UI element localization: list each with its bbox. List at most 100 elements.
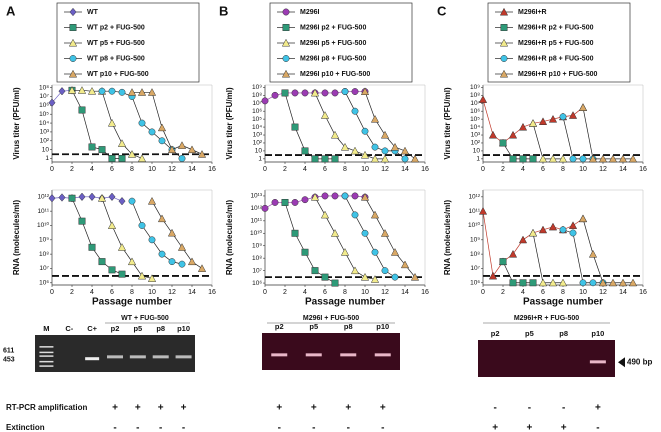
y-tick-label: 10⁵ [252,116,262,123]
marker [340,142,350,151]
y-tick-label: 10⁴ [470,124,480,131]
x-tick-label: 6 [323,289,327,296]
rt-pcr-sign: + [311,403,317,414]
marker [371,143,379,151]
series-line [532,232,563,284]
marker [321,155,329,163]
x-tick-label: 8 [343,289,347,296]
lane-label: p8 [156,324,165,333]
x-tick-label: 16 [639,166,647,173]
marker [301,89,309,97]
marker [177,243,187,251]
marker [282,55,290,62]
series-line [151,200,203,269]
lane-label: p5 [133,324,142,333]
lane-label: p8 [559,329,568,338]
marker [311,267,319,275]
x-tick-label: 4 [521,289,525,296]
gel-band [589,360,606,364]
marker [400,260,410,269]
x-tick-label: 0 [263,289,267,296]
marker [330,130,340,139]
legend-label: M296I+R p8 + FUG-500 [518,55,594,62]
x-tick-label: 0 [481,289,485,296]
x-tick-label: 8 [343,166,347,173]
marker [281,69,291,78]
marker [107,221,117,229]
marker [578,214,588,223]
marker [271,198,279,206]
marker [321,273,329,281]
marker [108,266,116,274]
marker [548,114,558,123]
marker [381,267,389,275]
marker [569,155,577,163]
marker [78,192,86,202]
y-tick-label: 10⁸ [470,251,480,258]
legend-box [56,2,200,83]
legend-label: M296I p10 + FUG-500 [300,71,370,78]
x-tick-label: 10 [361,166,369,173]
marker [108,155,116,162]
marker [197,264,207,272]
size-marker: 453 [3,357,15,364]
marker [579,279,587,287]
y-tick-label: 10⁸ [252,255,262,262]
marker [410,272,420,281]
marker [500,24,508,31]
rt-pcr-sign: + [158,403,164,414]
x-axis-label: Passage number [92,297,172,308]
marker [598,154,608,163]
y-tick-label: 10² [40,137,50,144]
y-tick-label: 1 [258,156,262,163]
extinction-sign: - [312,423,315,432]
marker [381,147,389,155]
marker [330,229,340,237]
x-tick-label: 8 [130,289,134,296]
marker [88,192,96,202]
marker [158,137,166,145]
marker [509,279,517,287]
marker [410,154,420,163]
rt-pcr-sign: - [562,403,565,414]
marker [519,155,527,163]
marker [538,278,548,287]
extinction-sign: - [278,423,281,432]
extinction-sign: - [182,423,185,432]
marker [340,248,350,256]
legend-label: WT p10 + FUG-500 [87,71,149,78]
marker [618,278,628,287]
marker [158,250,166,258]
marker [360,87,370,95]
marker [538,225,548,234]
marker [341,88,349,95]
marker [118,196,126,206]
y-tick-label: 10⁶ [252,280,262,287]
rt-pcr-sign: + [135,403,141,414]
panel-label: C [437,3,447,18]
lane-label: p2 [491,329,500,338]
legend-label: WT p2 + FUG-500 [87,24,145,31]
extinction-sign: - [381,423,384,432]
x-tick-label: 0 [481,166,485,173]
extinction-sign: + [526,423,532,432]
x-tick-label: 4 [90,166,94,173]
x-tick-label: 2 [283,289,287,296]
panel-label: B [219,3,228,18]
marker [282,8,290,16]
extinction-sign: - [113,423,116,432]
marker [197,150,207,158]
x-tick-label: 10 [148,289,156,296]
y-tick-label: 10 [255,148,263,155]
marker [117,139,127,147]
marker [400,146,410,155]
marker [518,122,528,131]
gel-band [129,355,146,359]
marker [281,38,291,47]
marker [147,274,157,282]
x-tick-label: 12 [168,289,176,296]
marker [390,248,400,256]
series-line [482,211,584,277]
lane-label: p5 [525,329,534,338]
marker [569,229,577,237]
